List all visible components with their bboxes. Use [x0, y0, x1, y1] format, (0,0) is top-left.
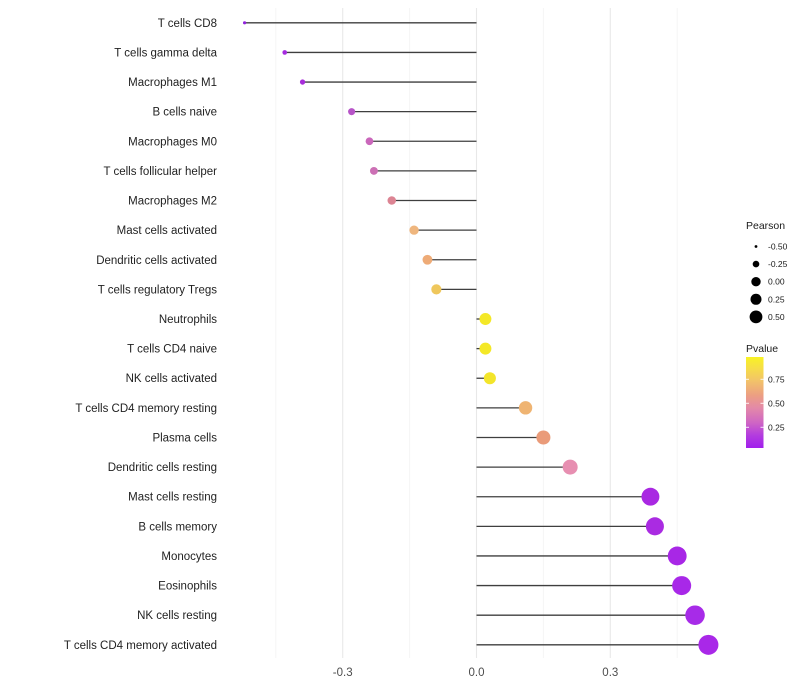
gradient-tick-left — [746, 402, 749, 404]
lollipop-dot — [431, 284, 442, 295]
size-legend-dot — [752, 260, 760, 268]
size-legend-dot — [751, 277, 761, 287]
size-legend-label: 0.25 — [768, 294, 785, 304]
gradient-tick-right — [760, 402, 764, 404]
lollipop-dot — [348, 108, 356, 116]
size-legend-dot — [749, 310, 763, 324]
category-label: T cells follicular helper — [103, 166, 217, 178]
color-legend-label: 0.50 — [768, 398, 785, 408]
lollipop-dot — [645, 517, 664, 536]
color-legend-title: Pvalue — [746, 343, 778, 355]
gradient-tick-right — [760, 426, 764, 428]
lollipop-dot — [365, 137, 374, 146]
lollipop-dot — [479, 313, 492, 325]
lollipop-dot — [667, 546, 687, 566]
size-legend-dot — [754, 245, 758, 248]
category-label: Dendritic cells activated — [96, 255, 217, 267]
lollipop-dot — [409, 225, 419, 235]
category-label: Mast cells activated — [117, 225, 217, 237]
category-label: T cells CD4 memory resting — [75, 403, 217, 415]
lollipop-dot — [483, 372, 496, 385]
lollipop-dot — [299, 79, 306, 85]
lollipop-dot — [282, 50, 288, 55]
lollipop-dot — [387, 196, 397, 205]
category-label: B cells naive — [152, 107, 217, 119]
lollipop-dot — [672, 576, 692, 596]
lollipop-dot — [685, 605, 705, 625]
category-label: T cells CD4 memory activated — [64, 640, 217, 652]
lollipop-dot — [369, 166, 378, 175]
x-tick-label: -0.3 — [333, 667, 353, 679]
color-legend-label: 0.75 — [768, 374, 785, 384]
lollipop-dot — [536, 430, 551, 445]
lollipop-dot — [422, 254, 433, 265]
x-tick-label: 0.3 — [602, 667, 618, 679]
category-label: Monocytes — [161, 551, 217, 563]
category-label: T cells CD8 — [158, 18, 217, 30]
category-label: Mast cells resting — [128, 492, 217, 504]
category-label: B cells memory — [138, 521, 217, 533]
size-legend-title: Pearson — [746, 220, 785, 232]
category-label: T cells CD4 naive — [127, 344, 217, 356]
category-label: Plasma cells — [152, 432, 217, 444]
lollipop-dot — [518, 401, 533, 415]
category-label: NK cells activated — [126, 373, 217, 385]
category-label: Macrophages M1 — [128, 77, 217, 89]
color-legend-label: 0.25 — [768, 422, 785, 432]
category-label: Eosinophils — [158, 581, 217, 593]
lollipop-dot — [242, 21, 247, 25]
size-legend-label: -0.25 — [768, 259, 788, 269]
size-legend-label: 0.00 — [768, 277, 785, 287]
lollipop-dot — [562, 459, 578, 475]
category-label: Neutrophils — [159, 314, 217, 326]
size-legend-label: 0.50 — [768, 312, 785, 322]
x-tick-label: 0.0 — [469, 667, 485, 679]
size-legend-label: -0.50 — [768, 242, 788, 252]
size-legend-dot — [750, 293, 762, 305]
category-label: Dendritic cells resting — [108, 462, 217, 474]
category-label: NK cells resting — [137, 610, 217, 622]
pvalue-gradient-bar — [746, 357, 764, 448]
category-label: T cells regulatory Tregs — [98, 284, 218, 296]
lollipop-dot — [479, 342, 492, 355]
gradient-tick-right — [760, 378, 764, 380]
lollipop-dot — [641, 487, 660, 506]
category-label: Macrophages M0 — [128, 136, 217, 148]
category-label: Macrophages M2 — [128, 196, 217, 208]
gradient-tick-left — [746, 426, 749, 428]
gradient-tick-left — [746, 378, 749, 380]
category-label: T cells gamma delta — [114, 47, 217, 59]
lollipop-dot — [698, 634, 719, 655]
